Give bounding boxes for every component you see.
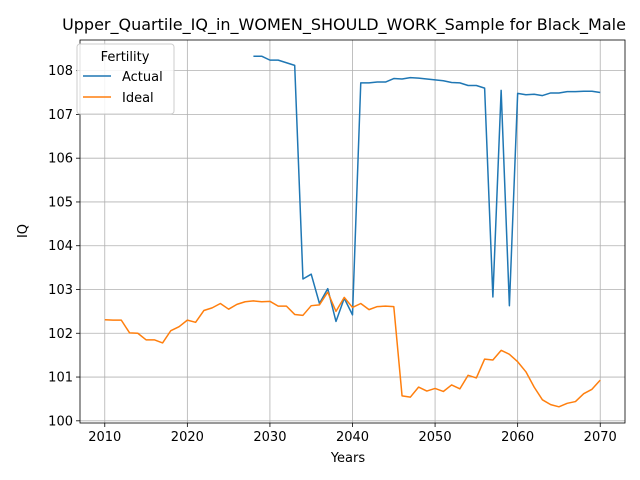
legend-label-actual: Actual: [122, 70, 163, 85]
legend-title: Fertility: [101, 50, 150, 65]
x-tick-label: 2010: [88, 430, 121, 445]
x-tick-label: 2030: [253, 430, 286, 445]
y-tick-label: 108: [48, 64, 73, 79]
ticks-layer: 2010 2020 2030 2040 2050 2060 2070 100 101 102 103…: [48, 64, 617, 445]
x-tick-label: 2050: [419, 430, 452, 445]
x-tick-label: 2060: [501, 430, 534, 445]
y-axis-title: IQ: [16, 224, 31, 238]
series-line-actual: [253, 55, 601, 323]
legend-label-ideal: Ideal: [122, 91, 154, 106]
y-tick-label: 105: [48, 195, 73, 210]
series-line-ideal: [104, 291, 601, 408]
y-tick-label: 106: [48, 152, 73, 167]
y-tick-label: 103: [48, 283, 73, 298]
series-layer: [104, 55, 601, 408]
y-tick-label: 102: [48, 327, 73, 342]
y-tick-label: 107: [48, 108, 73, 123]
x-tick-label: 2020: [171, 430, 204, 445]
x-tick-label: 2040: [336, 430, 369, 445]
legend: Fertility Actual Ideal: [76, 43, 175, 115]
y-tick-label: 101: [48, 371, 73, 386]
y-tick-label: 104: [48, 239, 73, 254]
y-tick-label: 100: [48, 414, 73, 429]
x-tick-label: 2070: [584, 430, 617, 445]
chart-title: Upper_Quartile_IQ_in_WOMEN_SHOULD_WORK_S…: [62, 15, 626, 35]
x-axis-title: Years: [330, 451, 366, 466]
grid-layer: [80, 40, 625, 423]
